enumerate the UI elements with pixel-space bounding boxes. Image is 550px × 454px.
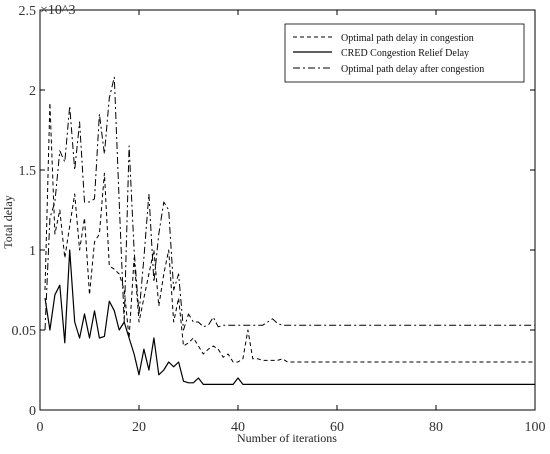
x-tick-label: 0	[37, 420, 44, 435]
x-tick-label: 40	[231, 420, 245, 435]
y-axis-title: Total delay	[1, 195, 15, 248]
series-layer	[44, 76, 535, 385]
y-tick-label: 0.05	[12, 324, 37, 339]
y-tick-label: 1.5	[19, 164, 37, 179]
x-axis-title: Number of iterations	[237, 431, 337, 445]
legend: Optimal path delay in congestion CRED Co…	[284, 23, 525, 83]
legend-label-cred: CRED Congestion Relief Delay	[341, 48, 469, 59]
y-tick-label: 2.5	[19, 4, 37, 19]
plot-frame	[39, 9, 536, 411]
legend-label-after: Optimal path delay after congestion	[341, 64, 484, 75]
legend-box	[284, 23, 525, 83]
x-tick-label: 60	[330, 420, 344, 435]
series-line-after	[44, 76, 535, 331]
y-tick-label: 2	[29, 84, 36, 99]
tick-layer: 0 20 40 60 80 100 0 0.05 1 1.5 2 2.5	[12, 4, 546, 435]
y-tick-label: 0	[29, 404, 36, 419]
series-line-cred	[44, 249, 535, 385]
x-tick-label: 20	[132, 420, 146, 435]
legend-label-congestion: Optimal path delay in congestion	[341, 33, 474, 44]
plot-area	[39, 9, 536, 411]
y-exponent-label: ×10^3	[40, 3, 75, 18]
y-tick-label: 1	[29, 244, 36, 259]
x-tick-label: 80	[429, 420, 443, 435]
x-tick-label: 100	[525, 420, 546, 435]
series-line-congestion	[44, 102, 535, 363]
